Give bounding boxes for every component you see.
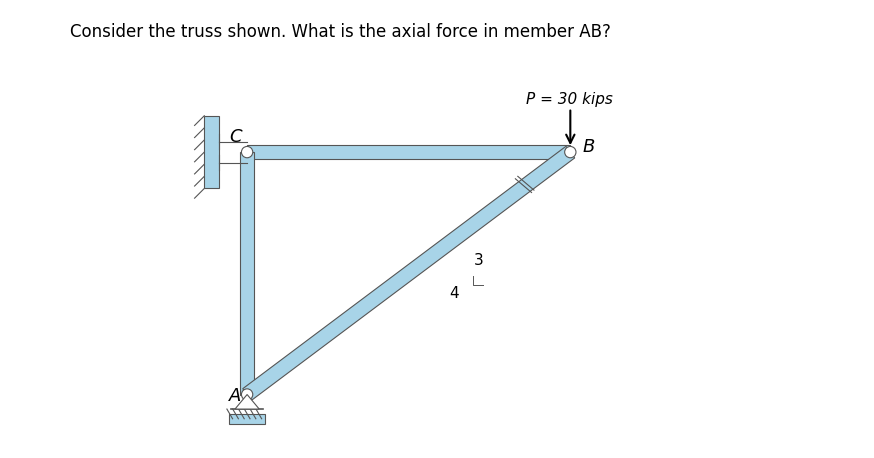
Text: A: A xyxy=(229,387,242,405)
Circle shape xyxy=(241,389,253,400)
Circle shape xyxy=(241,147,253,158)
Text: B: B xyxy=(582,138,595,156)
Polygon shape xyxy=(235,394,260,409)
Polygon shape xyxy=(243,146,575,400)
Text: 4: 4 xyxy=(449,285,459,300)
Polygon shape xyxy=(239,152,254,394)
Circle shape xyxy=(565,147,576,158)
Text: 3: 3 xyxy=(474,253,483,268)
Bar xyxy=(205,116,218,189)
Text: C: C xyxy=(229,128,242,147)
Text: P = 30 kips: P = 30 kips xyxy=(526,92,613,107)
Text: Consider the truss shown. What is the axial force in member AB?: Consider the truss shown. What is the ax… xyxy=(70,23,611,41)
Bar xyxy=(229,414,265,424)
Polygon shape xyxy=(247,145,571,159)
